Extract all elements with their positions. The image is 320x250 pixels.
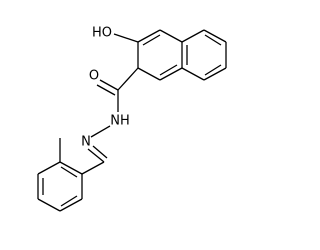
- atom-label: HO: [92, 26, 112, 41]
- atom-label: N: [81, 135, 91, 150]
- bonds: [37, 29, 227, 212]
- atom-label: O: [89, 69, 99, 84]
- molecule-diagram: HO O NH N: [37, 26, 227, 212]
- atom-label: NH: [110, 114, 130, 129]
